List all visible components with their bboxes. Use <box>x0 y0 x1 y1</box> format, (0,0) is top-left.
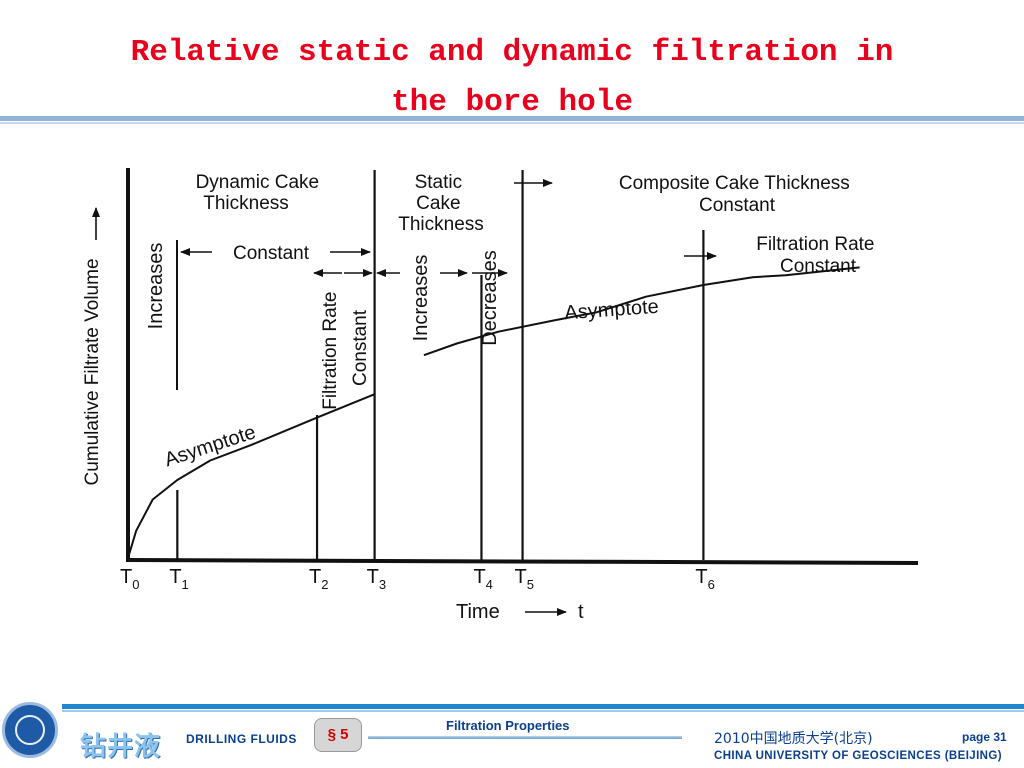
increases-1-label: Increases <box>145 243 167 330</box>
filtration-rate-constant-label: Filtration Rate Constant <box>756 234 880 277</box>
composite-cake-label: Composite Cake Thickness Constant <box>619 173 855 216</box>
asymptote-2-label: Asymptote <box>564 296 660 325</box>
slide-title-line-1: Relative static and dynamic filtration i… <box>130 35 894 70</box>
increases-2-label: Increases <box>410 255 432 342</box>
marker-label-t6: T6 <box>695 566 714 592</box>
x-axis-suffix: t <box>578 601 584 623</box>
marker-label-t0: T0 <box>120 566 139 592</box>
dynamic-cake-label: Dynamic Cake Thickness <box>196 172 325 214</box>
x-axis <box>125 558 919 565</box>
marker-label-t3: T3 <box>367 566 386 592</box>
slide-footer: 钻井液 DRILLING FLUIDS § 5 Filtration Prope… <box>0 692 1024 768</box>
topic-label: Filtration Properties <box>446 718 570 733</box>
constant-label: Constant <box>233 243 310 264</box>
y-axis-label: Cumulative Filtrate Volume <box>82 258 103 485</box>
section-badge[interactable]: § 5 <box>314 718 362 752</box>
slide-title: Relative static and dynamic filtration i… <box>0 28 1024 128</box>
topic-underline <box>368 736 682 739</box>
marker-label-t2: T2 <box>309 566 328 592</box>
course-name: DRILLING FLUIDS <box>186 732 297 746</box>
title-divider-shadow <box>0 122 1024 124</box>
footer-bar-shadow <box>62 710 1024 712</box>
page-number: page 31 <box>962 730 1007 744</box>
curve-asymptote-static <box>423 266 860 357</box>
footer-bar <box>62 704 1024 709</box>
title-divider <box>0 116 1024 121</box>
marker-label-t1: T1 <box>169 566 188 592</box>
curve-asymptote-dynamic <box>127 393 375 559</box>
university-name-en: CHINA UNIVERSITY OF GEOSCIENCES (BEIJING… <box>714 750 1002 762</box>
university-seal-icon <box>2 702 58 758</box>
slide-title-line-2: the bore hole <box>391 85 633 120</box>
x-axis-label: Time <box>456 601 500 623</box>
course-logo: 钻井液 <box>80 732 162 762</box>
marker-label-t4: T4 <box>473 566 492 592</box>
filtration-rate-constant-vertical: Filtration Rate Constant <box>320 286 371 410</box>
asymptote-1-label: Asymptote <box>162 421 259 471</box>
marker-label-t5: T5 <box>515 566 534 592</box>
university-name-cn: 2010中国地质大学(北京) <box>714 731 873 747</box>
static-cake-label: Static Cake Thickness <box>398 172 484 235</box>
decreases-label: Decreases <box>479 250 501 346</box>
